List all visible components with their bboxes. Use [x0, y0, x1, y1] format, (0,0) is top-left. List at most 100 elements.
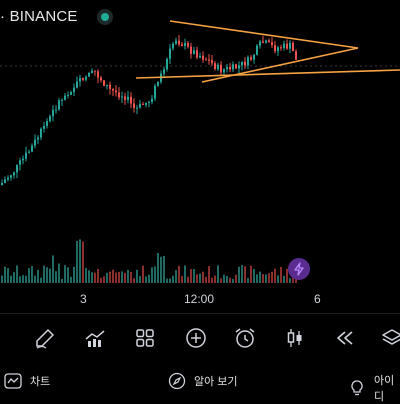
volume-bar: [46, 267, 48, 283]
candle-body: [64, 95, 66, 100]
replay-rewind-icon[interactable]: [331, 324, 359, 352]
candle-body: [43, 125, 45, 129]
divider: [0, 313, 400, 314]
volume-bar: [43, 265, 45, 283]
candle-body: [163, 69, 165, 74]
volume-bar: [232, 278, 234, 283]
indicators-icon[interactable]: [81, 324, 109, 352]
volume-bar: [142, 265, 144, 283]
candle-body: [7, 177, 9, 180]
volume-bar: [10, 275, 12, 283]
volume-bar: [262, 274, 264, 283]
volume-bar: [253, 269, 255, 283]
volume-bar: [229, 277, 231, 283]
object-tree-icon[interactable]: [378, 324, 400, 352]
nav-explore[interactable]: 알아 보기: [168, 372, 238, 390]
candle-body: [208, 59, 210, 61]
candle-body: [151, 98, 153, 102]
candle-body: [76, 81, 78, 88]
candle-body: [133, 103, 135, 109]
volume-bar: [247, 278, 249, 283]
triangle-drawing[interactable]: [135, 20, 400, 83]
candle-body: [82, 77, 84, 80]
trendline[interactable]: [169, 20, 359, 49]
volume-bar: [73, 266, 75, 283]
volume-bar: [208, 266, 210, 283]
volume-bar: [211, 277, 213, 283]
volume-bar: [49, 268, 51, 283]
volume-bar: [217, 265, 219, 283]
candle-body: [172, 43, 174, 49]
volume-bar: [16, 265, 18, 283]
trendline[interactable]: [201, 47, 359, 83]
candle-body: [289, 42, 291, 49]
volume-bar: [97, 268, 99, 283]
volume-bar: [52, 255, 54, 283]
chart-type-candles-icon[interactable]: [281, 324, 309, 352]
candle-body: [229, 67, 231, 70]
volume-bar: [283, 275, 285, 283]
candle-body: [235, 64, 237, 69]
time-label-1200: 12:00: [184, 292, 215, 306]
lightning-icon[interactable]: [288, 258, 310, 280]
volume-bar: [34, 275, 36, 283]
candle-body: [193, 50, 195, 54]
nav-ideas[interactable]: 아이디: [348, 372, 400, 404]
volume-bar: [181, 276, 183, 283]
candle-body: [55, 109, 57, 111]
candle-body: [280, 47, 282, 49]
volume-bar: [157, 252, 159, 283]
chart-area[interactable]: · BINANCE: [0, 0, 400, 288]
volume-bar: [7, 268, 9, 283]
candle-body: [253, 54, 255, 60]
compass-icon: [168, 372, 186, 390]
volume-bar: [133, 278, 135, 283]
time-axis[interactable]: 3 12:00 6: [0, 288, 400, 310]
volume-bar: [169, 278, 171, 283]
candle-body: [262, 41, 264, 43]
candle-body: [139, 103, 141, 108]
add-icon[interactable]: [182, 324, 210, 352]
volume-bar: [205, 277, 207, 283]
volume-bar: [166, 278, 168, 283]
volume-bar: [82, 241, 84, 283]
candle-body: [25, 152, 27, 159]
candle-body: [220, 64, 222, 73]
alert-clock-icon[interactable]: [231, 324, 259, 352]
volume-bar: [13, 272, 15, 283]
candle-body: [118, 92, 120, 98]
candle-body: [100, 77, 102, 81]
volume-bar: [61, 278, 63, 283]
trendline[interactable]: [135, 69, 400, 79]
volume-bar: [160, 256, 162, 283]
volume-bar: [256, 274, 258, 283]
volume-bar: [187, 276, 189, 283]
volume-bar: [238, 266, 240, 283]
candle-body: [265, 40, 267, 43]
candle-body: [295, 51, 297, 60]
candle-body: [130, 96, 132, 104]
candle-body: [259, 41, 261, 46]
layouts-icon[interactable]: [131, 324, 159, 352]
volume-bar: [79, 239, 81, 283]
candle-body: [178, 40, 180, 45]
candle-body: [34, 139, 36, 146]
volume-bar: [220, 278, 222, 283]
symbol-header[interactable]: · BINANCE: [0, 8, 78, 25]
price-chart[interactable]: [0, 0, 400, 288]
volume-bar: [25, 275, 27, 283]
volume-bar: [85, 267, 87, 283]
candle-body: [13, 172, 15, 176]
volume-bar: [91, 272, 93, 283]
nav-chart[interactable]: 차트: [4, 372, 50, 390]
volume-bar: [40, 277, 42, 283]
candle-body: [142, 103, 144, 105]
draw-tool-icon[interactable]: [31, 324, 59, 352]
candle-body: [88, 72, 90, 77]
volume-bar: [76, 240, 78, 283]
volume-bar: [184, 265, 186, 283]
volume-bar: [4, 266, 6, 283]
candles: [1, 34, 297, 186]
volume-bar: [271, 271, 273, 283]
candle-body: [40, 128, 42, 138]
